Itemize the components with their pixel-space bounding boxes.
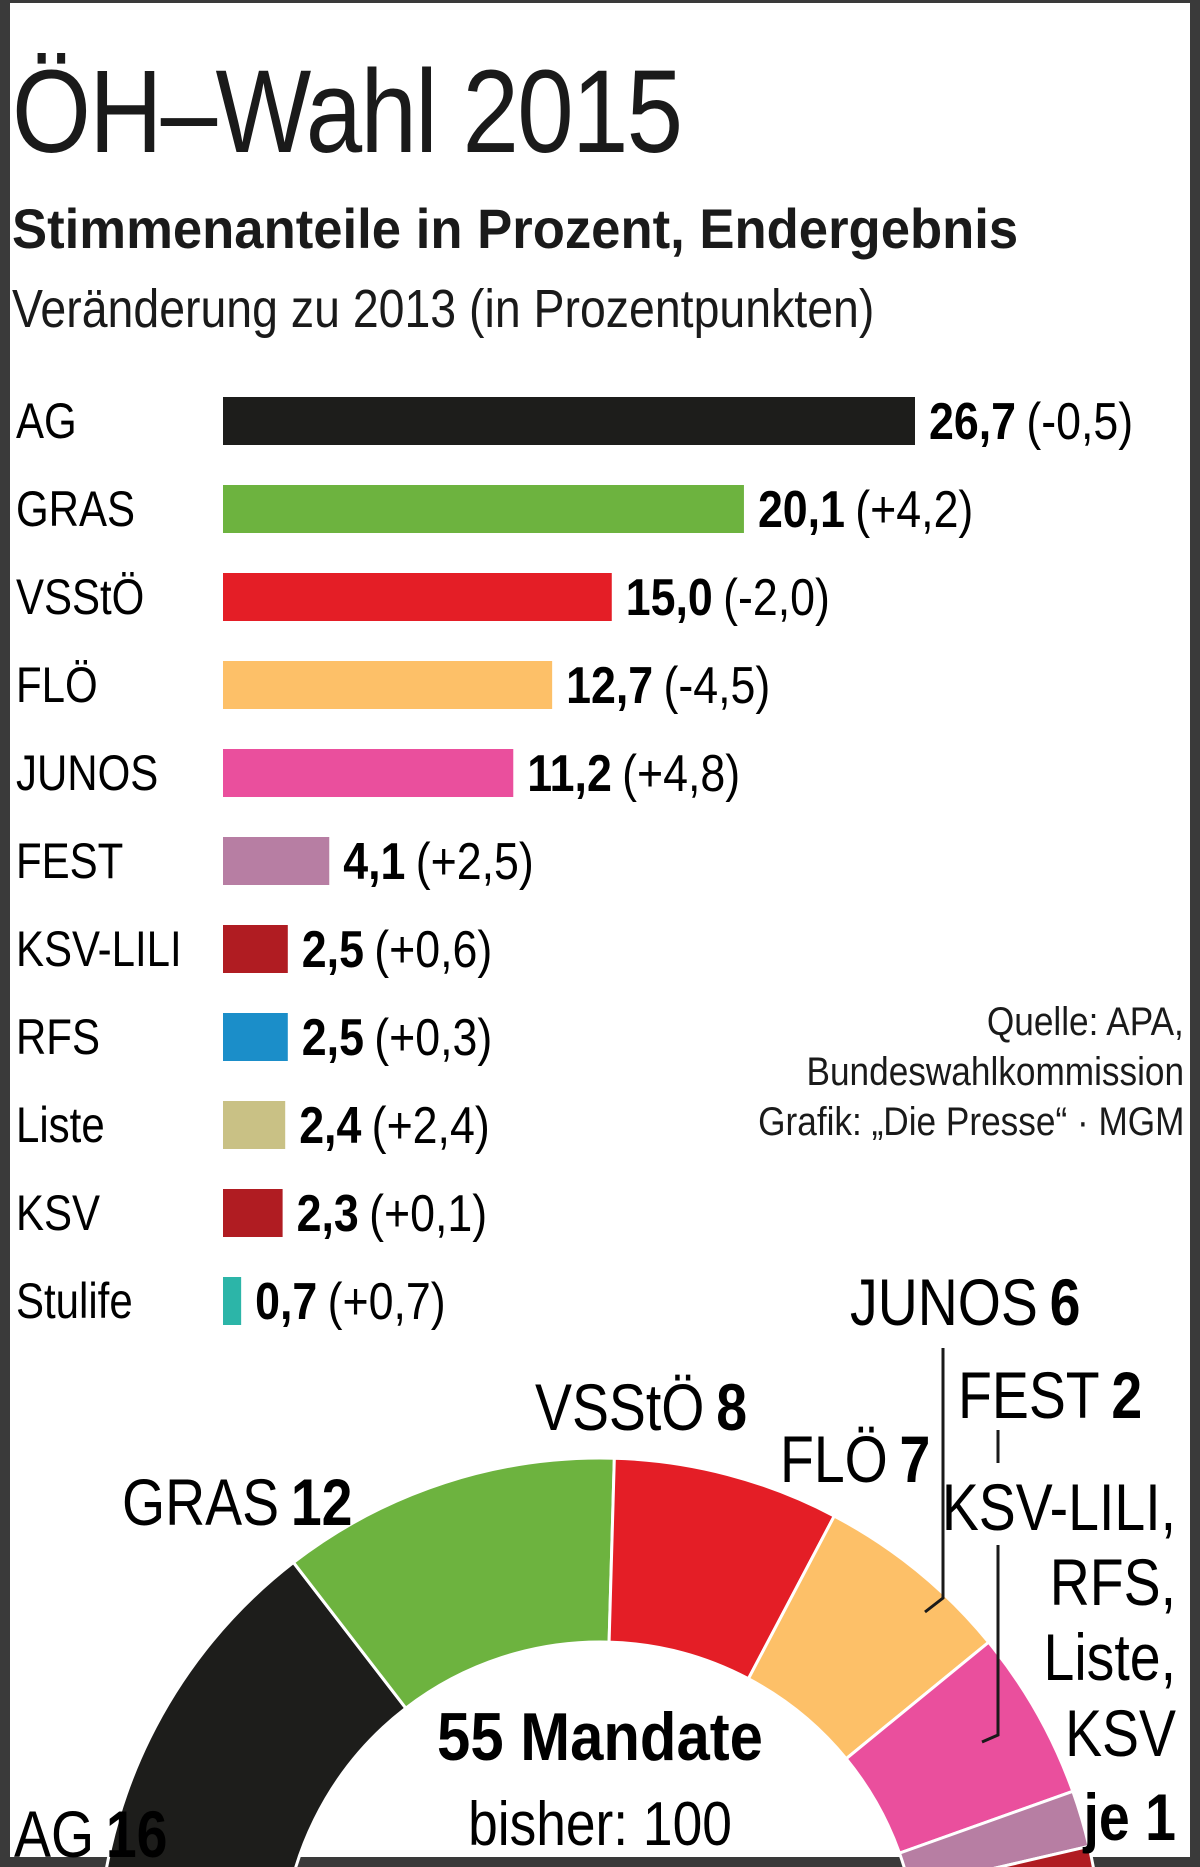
bar — [223, 485, 744, 533]
bar — [223, 1013, 288, 1061]
bar — [223, 1189, 283, 1237]
source-line-3: Grafik: „Die Presse“ · MGM — [757, 1100, 1184, 1144]
category-label: VSStÖ — [16, 569, 144, 625]
seat-label-small-party: Liste, — [1044, 1620, 1176, 1694]
chart-subtitle-change: Veränderung zu 2013 (in Prozentpunkten) — [12, 279, 875, 339]
category-label: Liste — [16, 1097, 105, 1153]
value-label-share: 15,0 — [626, 569, 713, 627]
seat-label-count: 16 — [106, 1797, 168, 1867]
bar — [223, 1277, 242, 1325]
category-label: JUNOS — [16, 745, 158, 801]
bar — [223, 749, 514, 797]
value-label: 11,2 (+4,8) — [527, 745, 740, 803]
leader-line-small — [981, 1545, 1000, 1744]
value-label-share: 2,3 — [297, 1185, 359, 1243]
value-label-share: 26,7 — [929, 393, 1016, 451]
center-previous: bisher: 100 — [468, 1790, 732, 1859]
category-label: FLÖ — [16, 657, 98, 713]
value-label-change: (+0,6) — [374, 921, 492, 979]
seat-label-party: GRAS — [122, 1465, 279, 1539]
seat-label: VSStÖ 8 — [535, 1370, 747, 1444]
value-label-share: 11,2 — [527, 745, 612, 803]
seat-label-count: 8 — [716, 1370, 747, 1444]
value-label: 12,7 (-4,5) — [566, 657, 770, 715]
leader-line-junos — [924, 1348, 945, 1614]
category-label: Stulife — [16, 1273, 133, 1329]
seat-label-small-party: KSV-LILI, — [942, 1470, 1176, 1544]
value-label: 2,5 (+0,6) — [302, 921, 493, 979]
value-label-share: 0,7 — [255, 1273, 317, 1331]
value-label: 2,4 (+2,4) — [299, 1097, 490, 1155]
source-line-1: Quelle: APA, — [987, 1000, 1184, 1044]
seat-label-small-party: RFS, — [1050, 1545, 1176, 1619]
category-label: RFS — [16, 1009, 100, 1065]
value-label: 15,0 (-2,0) — [626, 569, 830, 627]
value-label: 0,7 (+0,7) — [255, 1273, 446, 1331]
center-total: 55 Mandate — [437, 1698, 763, 1774]
value-label-share: 2,5 — [302, 1009, 364, 1067]
seat-label-party: FLÖ — [780, 1422, 888, 1496]
seat-label-count: 7 — [900, 1422, 931, 1496]
value-label-change: (-4,5) — [663, 657, 770, 715]
value-label-change: (+0,7) — [328, 1273, 446, 1331]
value-label: 20,1 (+4,2) — [758, 481, 973, 539]
seat-label-party: FEST — [958, 1358, 1100, 1432]
seat-label-party: VSStÖ — [535, 1370, 704, 1444]
seat-label: GRAS 12 — [122, 1465, 353, 1539]
category-label: KSV — [16, 1185, 100, 1241]
value-label-change: (+4,2) — [855, 481, 973, 539]
source-line-2: Bundeswahlkommission — [806, 1050, 1184, 1094]
seat-label: FLÖ 7 — [780, 1422, 930, 1496]
value-label-change: (+2,5) — [416, 833, 534, 891]
value-label-change: (+2,4) — [372, 1097, 490, 1155]
seat-label-small-count: je 1 — [1083, 1780, 1176, 1854]
value-label: 2,5 (+0,3) — [302, 1009, 493, 1067]
value-label: 2,3 (+0,1) — [297, 1185, 488, 1243]
bar — [223, 925, 288, 973]
value-label-share: 4,1 — [343, 833, 405, 891]
value-label: 4,1 (+2,5) — [343, 833, 534, 891]
seat-label-count: 2 — [1111, 1358, 1142, 1432]
value-label-share: 2,5 — [302, 921, 364, 979]
bar — [223, 1101, 286, 1149]
category-label: KSV-LILI — [16, 921, 182, 977]
chart-title: ÖH–Wahl 2015 — [12, 46, 683, 178]
bar-chart: AG 26,7 (-0,5) GRAS 20,1 (+4,2) VSStÖ 15,0 (-2,0… — [16, 393, 1133, 1331]
seat-label: JUNOS 6 — [850, 1265, 1080, 1339]
donut-segment — [993, 1844, 1095, 1867]
seat-label-small-party: KSV — [1065, 1696, 1176, 1770]
value-label-change: (+0,3) — [374, 1009, 492, 1067]
seat-label-party: JUNOS — [850, 1265, 1038, 1339]
value-label-share: 12,7 — [566, 657, 653, 715]
value-label-share: 2,4 — [299, 1097, 361, 1155]
value-label-share: 20,1 — [758, 481, 845, 539]
value-label-change: (+0,1) — [369, 1185, 487, 1243]
chart-subtitle: Stimmenanteile in Prozent, Endergebnis — [12, 197, 1019, 260]
value-label-change: (+4,8) — [622, 745, 740, 803]
category-label: FEST — [16, 833, 123, 889]
bar — [223, 837, 330, 885]
value-label-change: (-2,0) — [723, 569, 830, 627]
category-label: GRAS — [16, 481, 135, 537]
seat-label-count: 6 — [1050, 1265, 1081, 1339]
seat-label: FEST 2 — [958, 1358, 1142, 1432]
donut-segment — [897, 1789, 1091, 1867]
seat-label: AG 16 — [14, 1797, 168, 1867]
value-label: 26,7 (-0,5) — [929, 393, 1133, 451]
bar — [223, 573, 612, 621]
category-label: AG — [16, 393, 77, 449]
seat-label-party: AG — [14, 1797, 94, 1867]
bar — [223, 661, 553, 709]
bar — [223, 397, 915, 445]
seat-label-count: 12 — [291, 1465, 353, 1539]
value-label-change: (-0,5) — [1026, 393, 1133, 451]
